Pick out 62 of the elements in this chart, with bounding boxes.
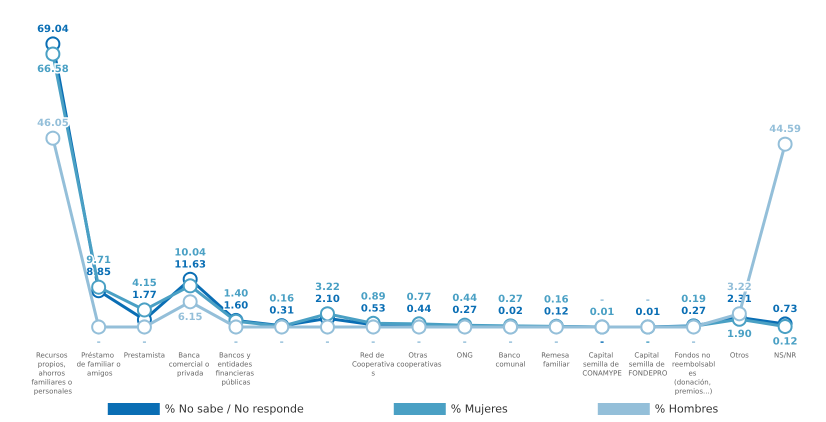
data-label: - bbox=[554, 337, 558, 348]
data-label: - bbox=[371, 337, 376, 348]
data-label: 0.31 bbox=[269, 306, 294, 317]
data-label: - bbox=[416, 337, 422, 348]
data-label: - bbox=[692, 337, 696, 348]
legend-label: % No sabe / No responde bbox=[164, 402, 304, 416]
point bbox=[136, 320, 152, 334]
point bbox=[320, 320, 335, 334]
point bbox=[366, 320, 381, 334]
point bbox=[45, 130, 60, 146]
data-label: 0.77 bbox=[406, 292, 432, 303]
data-label: 0.27 bbox=[452, 305, 478, 316]
data-label: - bbox=[646, 337, 650, 348]
data-label: 0.12 bbox=[544, 306, 569, 318]
data-label: - bbox=[600, 337, 604, 348]
legend-label: % Hombres bbox=[654, 402, 718, 416]
data-label: - bbox=[234, 337, 238, 348]
point bbox=[91, 320, 106, 334]
point bbox=[778, 136, 793, 152]
data-label: 10.04 bbox=[174, 247, 206, 258]
data-label: - bbox=[508, 337, 513, 348]
point bbox=[136, 302, 152, 318]
data-label: 6.15 bbox=[178, 312, 203, 323]
data-label: 0.73 bbox=[772, 304, 798, 316]
data-label: 1.60 bbox=[224, 300, 248, 312]
data-label: 0.02 bbox=[498, 306, 523, 317]
point bbox=[320, 306, 335, 322]
data-label: - bbox=[646, 294, 650, 306]
data-label: - bbox=[142, 337, 146, 348]
data-label: 0.27 bbox=[681, 306, 706, 317]
data-label: 44.59 bbox=[769, 124, 801, 136]
point bbox=[182, 294, 198, 310]
data-label: 3.22 bbox=[315, 282, 340, 293]
data-label: 0.44 bbox=[452, 293, 478, 304]
data-label: 0.27 bbox=[498, 294, 523, 305]
data-label: - bbox=[462, 337, 467, 348]
point bbox=[228, 320, 244, 334]
data-label: 0.01 bbox=[635, 306, 660, 318]
point bbox=[732, 306, 747, 322]
data-label: 1.40 bbox=[224, 288, 248, 300]
point bbox=[91, 280, 106, 295]
legend-label: % Mujeres bbox=[450, 402, 508, 416]
data-label: 0.16 bbox=[269, 294, 294, 305]
data-label: 69.04 bbox=[37, 24, 69, 35]
point bbox=[182, 278, 198, 294]
data-label: 0.12 bbox=[772, 336, 798, 348]
data-label: - bbox=[325, 337, 330, 348]
data-label: 0.19 bbox=[681, 294, 706, 305]
data-label: - bbox=[600, 294, 604, 306]
data-label: 0.16 bbox=[544, 294, 569, 306]
data-label: 1.77 bbox=[132, 290, 157, 301]
data-label: 0.44 bbox=[406, 304, 432, 315]
point bbox=[45, 46, 60, 62]
data-label: 1.90 bbox=[727, 329, 752, 340]
data-label: 0.53 bbox=[360, 303, 386, 314]
data-label: - bbox=[96, 337, 101, 348]
data-label: 11.63 bbox=[174, 259, 206, 270]
data-label: 2.10 bbox=[315, 294, 340, 305]
data-label: 0.01 bbox=[590, 306, 614, 318]
data-label: - bbox=[280, 337, 284, 348]
data-label: 4.15 bbox=[132, 278, 157, 289]
data-label: 0.89 bbox=[360, 291, 386, 302]
